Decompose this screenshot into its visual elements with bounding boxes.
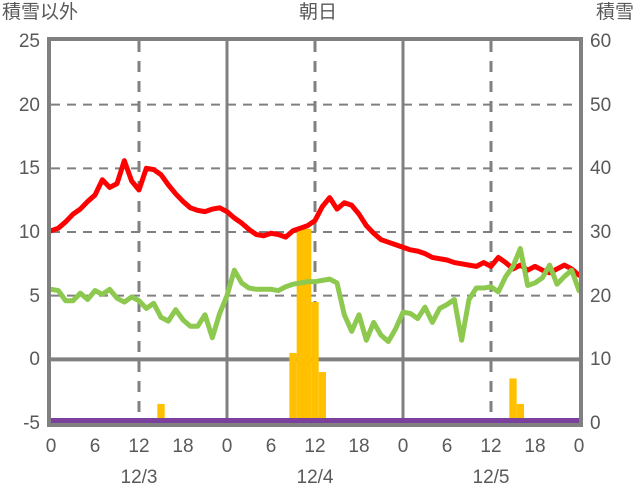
y-axis-tick-label: 15 <box>18 158 40 180</box>
precipitation-bar <box>289 352 297 423</box>
x-axis-tick-label: 6 <box>89 436 101 457</box>
x-axis-day-label: 12/5 <box>472 467 510 488</box>
page-title: 朝日 <box>298 2 337 23</box>
precipitation-bars <box>157 228 524 423</box>
wind-line <box>51 246 579 345</box>
plot-area <box>47 37 583 427</box>
x-axis-tick-label: 0 <box>397 436 409 457</box>
x-axis-tick-label: 6 <box>441 436 453 457</box>
left-axis-title: 積雪以外 <box>2 2 79 23</box>
x-axis-tick-label: 12 <box>128 436 150 457</box>
precipitation-bar <box>318 372 326 423</box>
x-axis-tick-label: 12 <box>304 436 326 457</box>
x-axis-day-label: 12/4 <box>296 467 334 488</box>
precipitation-bar <box>516 403 524 423</box>
y-axis-tick-label: 5 <box>29 285 40 307</box>
x-axis-tick-label: 12 <box>480 436 502 457</box>
plot-inner <box>51 41 579 423</box>
y2-axis-tick-label: 30 <box>590 222 612 243</box>
y-axis-tick-label: 0 <box>29 349 40 371</box>
x-axis-tick-label: 6 <box>265 436 277 457</box>
y-axis-tick-label: -5 <box>23 413 40 434</box>
x-axis-tick-label: 18 <box>348 436 370 457</box>
y2-axis-tick-label: 10 <box>590 349 612 371</box>
y2-axis-tick-label: 40 <box>590 158 612 180</box>
y2-axis-tick-label: 0 <box>590 413 601 434</box>
x-axis-tick-label: 0 <box>573 436 585 457</box>
x-axis-tick-label: 0 <box>45 436 57 457</box>
precipitation-bar <box>509 378 517 423</box>
precipitation-bar <box>311 302 319 423</box>
y-axis-tick-label: 20 <box>18 94 40 116</box>
precipitation-bar <box>304 228 312 423</box>
x-axis-tick-label: 18 <box>172 436 194 457</box>
x-axis-tick-label: 18 <box>524 436 546 457</box>
right-axis-title: 積雪 <box>595 2 634 23</box>
y2-axis-tick-label: 60 <box>590 31 612 52</box>
x-axis-tick-label: 0 <box>221 436 233 457</box>
chart-canvas <box>51 41 579 423</box>
precipitation-bar <box>296 228 304 423</box>
y2-axis-tick-label: 50 <box>590 94 612 116</box>
x-axis-day-label: 12/3 <box>120 467 158 488</box>
y2-axis-tick-label: 20 <box>590 285 612 307</box>
y-axis-tick-label: 10 <box>18 222 40 243</box>
y-axis-tick-label: 25 <box>18 31 40 52</box>
precipitation-bar <box>157 403 165 423</box>
temperature-line <box>51 158 579 278</box>
